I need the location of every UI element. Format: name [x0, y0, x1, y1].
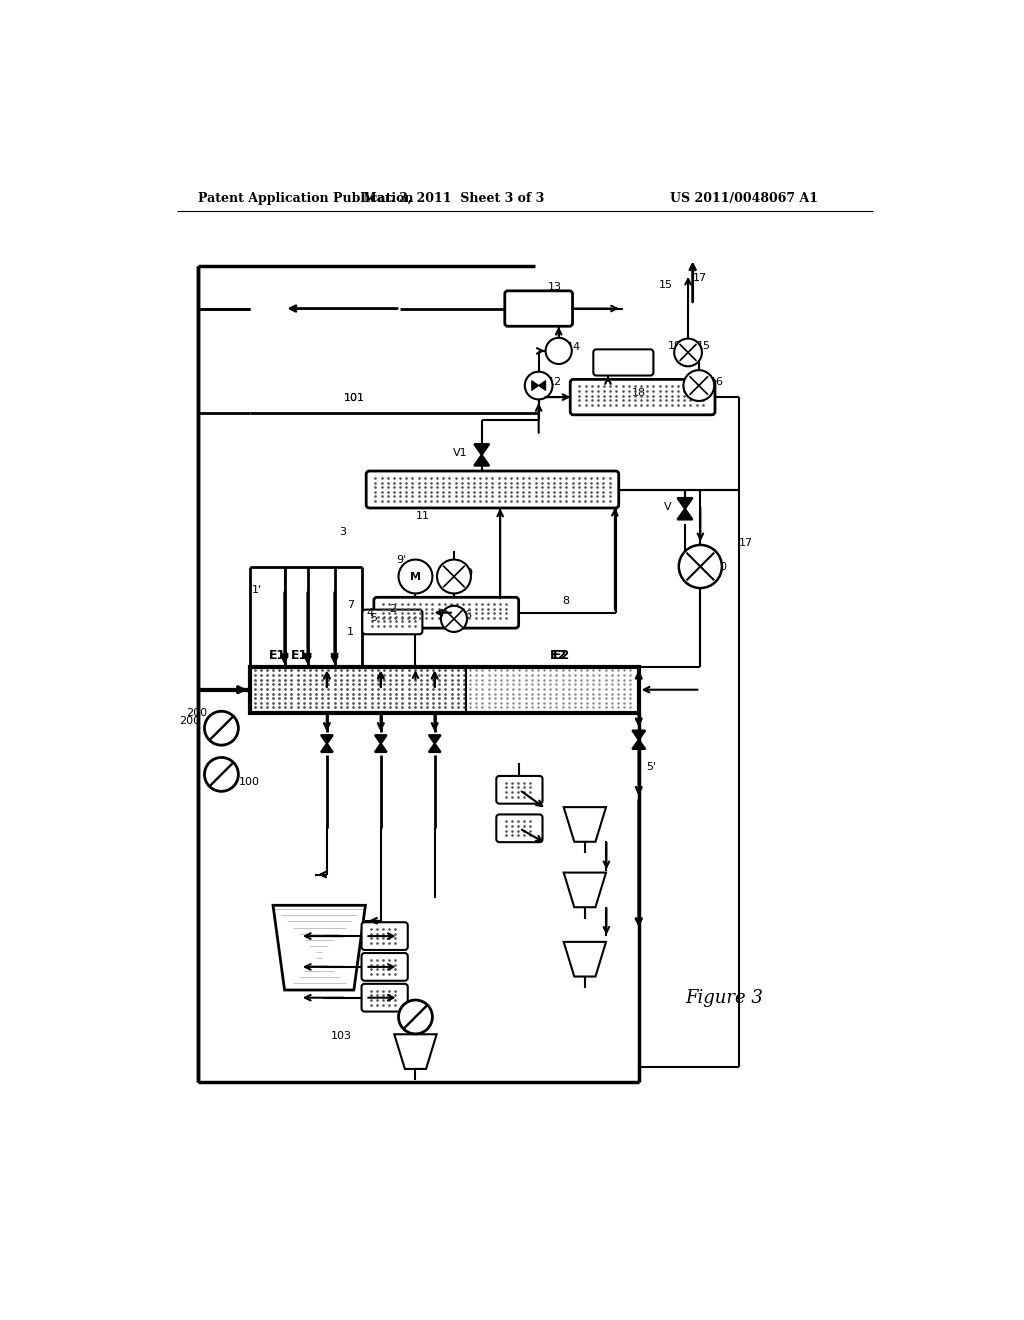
Polygon shape — [321, 735, 333, 743]
Text: 100: 100 — [239, 777, 259, 787]
Text: 10: 10 — [714, 561, 728, 572]
Text: V1: V1 — [454, 449, 468, 458]
FancyBboxPatch shape — [361, 983, 408, 1011]
Text: 101: 101 — [343, 393, 365, 404]
Circle shape — [546, 338, 571, 364]
Text: E2: E2 — [553, 648, 570, 661]
FancyBboxPatch shape — [367, 471, 618, 508]
Polygon shape — [678, 498, 692, 508]
Text: 200: 200 — [179, 715, 200, 726]
Text: 13: 13 — [548, 282, 562, 292]
Polygon shape — [632, 739, 645, 748]
Text: V: V — [664, 502, 671, 512]
FancyBboxPatch shape — [497, 814, 543, 842]
Text: 200: 200 — [186, 708, 208, 718]
Polygon shape — [474, 444, 489, 455]
Polygon shape — [678, 508, 692, 520]
Circle shape — [398, 1001, 432, 1034]
Text: E1: E1 — [269, 648, 287, 661]
Text: Mar. 3, 2011  Sheet 3 of 3: Mar. 3, 2011 Sheet 3 of 3 — [364, 191, 545, 205]
Polygon shape — [429, 743, 440, 752]
Text: M: M — [410, 572, 421, 582]
Text: 3: 3 — [339, 527, 346, 537]
Text: 17: 17 — [692, 273, 707, 282]
Text: 1: 1 — [347, 627, 354, 638]
Text: 9: 9 — [466, 568, 473, 578]
Text: 16: 16 — [710, 376, 724, 387]
Text: US 2011/0048067 A1: US 2011/0048067 A1 — [670, 191, 817, 205]
Circle shape — [683, 370, 714, 401]
Circle shape — [205, 758, 239, 791]
Text: 5: 5 — [370, 612, 377, 623]
Polygon shape — [375, 743, 387, 752]
Text: E2: E2 — [550, 648, 567, 661]
Text: Patent Application Publication: Patent Application Publication — [199, 191, 414, 205]
Text: E1: E1 — [292, 648, 308, 661]
Text: 103: 103 — [331, 1031, 352, 1041]
FancyBboxPatch shape — [374, 597, 518, 628]
Text: 5': 5' — [646, 762, 656, 772]
Polygon shape — [531, 380, 539, 391]
Text: 15: 15 — [658, 280, 673, 290]
Text: Figure 3: Figure 3 — [685, 989, 763, 1007]
Polygon shape — [539, 380, 546, 391]
Text: 18: 18 — [632, 388, 646, 399]
Text: 17: 17 — [739, 539, 753, 548]
FancyBboxPatch shape — [593, 350, 653, 376]
FancyBboxPatch shape — [361, 953, 408, 981]
Text: 12: 12 — [548, 376, 562, 387]
Polygon shape — [632, 730, 645, 739]
Circle shape — [398, 560, 432, 594]
Circle shape — [205, 711, 239, 744]
Text: 4: 4 — [366, 607, 373, 618]
Text: 15: 15 — [697, 342, 712, 351]
Circle shape — [525, 372, 553, 400]
FancyBboxPatch shape — [505, 290, 572, 326]
Text: 2: 2 — [389, 603, 396, 614]
Circle shape — [437, 560, 471, 594]
Bar — [250, 667, 639, 713]
FancyBboxPatch shape — [497, 776, 543, 804]
Text: 101: 101 — [343, 393, 365, 404]
Text: 7: 7 — [347, 601, 354, 610]
FancyBboxPatch shape — [361, 923, 408, 950]
Text: 1': 1' — [251, 585, 261, 594]
Circle shape — [679, 545, 722, 589]
Polygon shape — [321, 743, 333, 752]
Circle shape — [674, 339, 701, 367]
Text: 19: 19 — [668, 342, 682, 351]
Polygon shape — [474, 455, 489, 466]
Polygon shape — [429, 735, 440, 743]
Text: 8: 8 — [562, 597, 569, 606]
Text: 100: 100 — [208, 770, 228, 779]
Polygon shape — [375, 735, 387, 743]
Text: 9': 9' — [396, 554, 407, 565]
FancyBboxPatch shape — [362, 610, 422, 635]
Text: 14: 14 — [566, 342, 581, 352]
FancyBboxPatch shape — [570, 379, 715, 414]
Text: 11: 11 — [416, 511, 429, 521]
Text: 6: 6 — [465, 610, 472, 620]
Circle shape — [441, 606, 467, 632]
Text: 20: 20 — [600, 354, 614, 363]
